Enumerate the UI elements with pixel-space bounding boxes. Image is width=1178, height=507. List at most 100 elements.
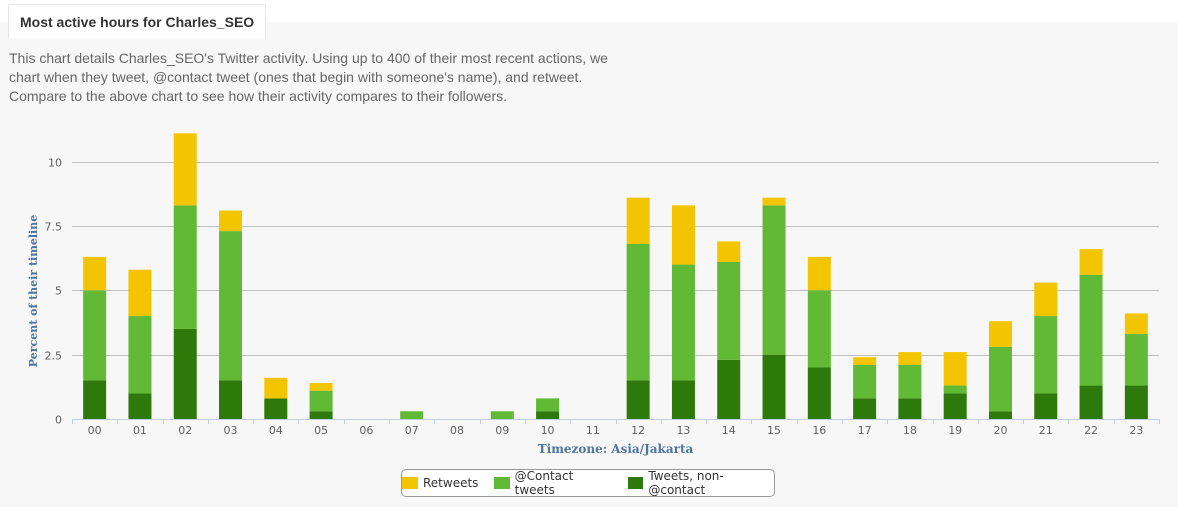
x-tick-label: 19 (948, 424, 962, 437)
legend-label-retweets: Retweets (423, 476, 479, 490)
legend-item-tweets-non-contact[interactable]: Tweets, non-@contact (628, 469, 774, 497)
y-tick-label: 7.5 (45, 221, 63, 234)
bar-segment-tweets (988, 411, 1012, 419)
bar-segment-tweets (807, 367, 831, 419)
x-tick-label: 23 (1129, 424, 1143, 437)
bar-segment-retweets (309, 382, 333, 391)
bar-segment-retweets (988, 321, 1012, 347)
x-tick-label: 20 (993, 424, 1007, 437)
x-tick-label: 04 (269, 424, 283, 437)
bar-segment-tweets (853, 398, 877, 419)
x-tick-label: 05 (314, 424, 328, 437)
bar-segment-contact (717, 261, 741, 360)
bar-segment-tweets (762, 354, 786, 419)
bar-segment-tweets (309, 411, 333, 419)
bar-segment-retweets (83, 256, 107, 291)
y-tick-label: 5 (55, 285, 62, 298)
x-tick-label: 18 (903, 424, 917, 437)
bar-segment-tweets (898, 398, 922, 419)
x-tick-label: 16 (812, 424, 826, 437)
y-axis-title: Percent of their timeline (27, 215, 40, 367)
bar-segment-tweets (1079, 385, 1103, 419)
bar-segment-tweets (536, 411, 560, 419)
x-tick-label: 00 (88, 424, 102, 437)
bar-segment-contact (490, 411, 514, 419)
x-tick-label: 11 (586, 424, 600, 437)
bar-segment-tweets (264, 398, 288, 419)
legend-item-retweets[interactable]: Retweets (402, 476, 478, 490)
bar-segment-retweets (219, 210, 243, 232)
bar-segment-tweets (173, 328, 197, 419)
bar-segment-retweets (671, 205, 695, 265)
x-tick-label: 15 (767, 424, 781, 437)
bar-segment-contact (853, 364, 877, 399)
bar-segment-retweets (626, 197, 650, 244)
legend-swatch-contact-tweets (494, 477, 510, 489)
bar-segment-retweets (128, 269, 152, 317)
x-tick-label: 12 (631, 424, 645, 437)
bar-segment-tweets (128, 393, 152, 419)
legend-label-tweets-non-contact: Tweets, non-@contact (648, 469, 724, 497)
bar-segment-retweets (898, 352, 922, 365)
bar-segment-retweets (762, 197, 786, 206)
bar-segment-retweets (173, 133, 197, 206)
legend-swatch-tweets-non-contact (628, 477, 644, 489)
bar-segment-contact (626, 243, 650, 381)
x-tick-label: 17 (858, 424, 872, 437)
bar-segment-contact (128, 316, 152, 394)
bar-segment-retweets (264, 377, 288, 399)
bar-segment-contact (1034, 316, 1058, 394)
bar-segment-retweets (1034, 282, 1058, 317)
x-tick-label: 22 (1084, 424, 1098, 437)
x-tick-label: 01 (133, 424, 147, 437)
bar-segment-contact (898, 364, 922, 399)
bar-segment-contact (762, 205, 786, 355)
bar-segment-tweets (943, 393, 967, 419)
x-tick-label: 09 (495, 424, 509, 437)
x-tick-label: 10 (541, 424, 555, 437)
bar-segment-tweets (219, 380, 243, 419)
bar-segment-contact (309, 390, 333, 412)
bar-segment-tweets (83, 380, 107, 419)
x-tick-label: 08 (450, 424, 464, 437)
bar-segment-contact (400, 411, 424, 419)
chart-title-tab[interactable]: Most active hours for Charles_SEO (8, 4, 267, 39)
bar-segment-tweets (717, 359, 741, 419)
bar-segment-retweets (853, 357, 877, 365)
bar-segment-contact (536, 398, 560, 412)
y-tick-label: 10 (48, 157, 62, 170)
bar-segment-retweets (1079, 249, 1103, 275)
y-tick-label: 0 (55, 414, 62, 427)
x-tick-label: 13 (676, 424, 690, 437)
bar-segment-tweets (1124, 385, 1148, 419)
bar-segment-tweets (671, 380, 695, 419)
bar-segment-contact (173, 205, 197, 329)
bar-segment-retweets (943, 352, 967, 386)
bar-segment-retweets (807, 256, 831, 291)
bar-segment-contact (219, 231, 243, 381)
bar-segment-contact (807, 290, 831, 368)
x-tick-label: 06 (359, 424, 373, 437)
chart-legend: Retweets @Contact tweets Tweets, non-@co… (401, 469, 775, 497)
legend-label-contact-tweets: @Contact tweets (514, 469, 574, 497)
bar-segment-contact (1124, 334, 1148, 386)
bar-segment-contact (943, 385, 967, 394)
x-tick-label: 14 (722, 424, 736, 437)
x-tick-label: 02 (178, 424, 192, 437)
x-tick-label: 03 (224, 424, 238, 437)
bar-segment-contact (671, 264, 695, 381)
bar-segment-tweets (1034, 393, 1058, 419)
bar-segment-retweets (717, 241, 741, 262)
bar-segment-retweets (1124, 313, 1148, 335)
x-tick-label: 07 (405, 424, 419, 437)
bar-segment-contact (83, 290, 107, 381)
bar-segment-tweets (626, 380, 650, 419)
legend-item-contact-tweets[interactable]: @Contact tweets (494, 469, 612, 497)
x-axis-title: Timezone: Asia/Jakarta (538, 442, 694, 456)
chart-description: This chart details Charles_SEO's Twitter… (9, 50, 608, 104)
bar-segment-contact (988, 346, 1012, 412)
x-tick-label: 21 (1039, 424, 1053, 437)
legend-swatch-retweets (402, 477, 418, 489)
bar-segment-contact (1079, 274, 1103, 386)
